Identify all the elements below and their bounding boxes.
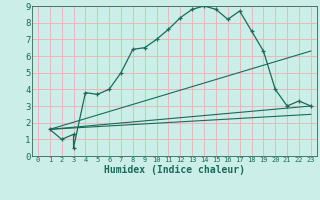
X-axis label: Humidex (Indice chaleur): Humidex (Indice chaleur)	[104, 165, 245, 175]
